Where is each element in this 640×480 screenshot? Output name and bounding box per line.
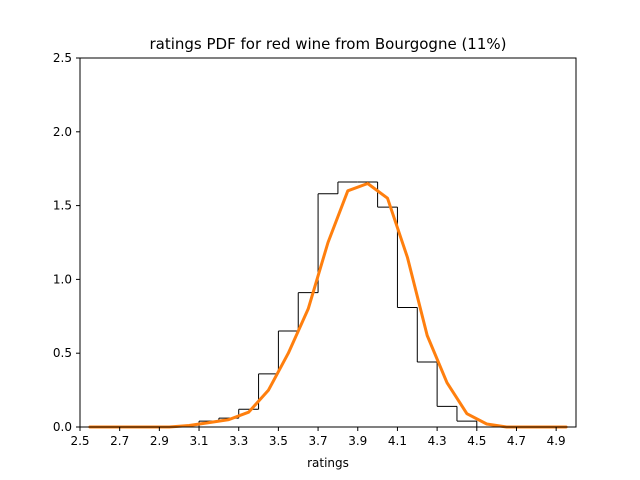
plot-frame (79, 57, 577, 428)
chart-title: ratings PDF for red wine from Bourgogne … (149, 35, 506, 53)
y-tick-label: 1.5 (53, 199, 72, 213)
plot-area (88, 181, 568, 429)
x-tick-label: 3.1 (189, 434, 208, 448)
y-tick-label: 1.0 (53, 272, 72, 286)
x-tick-label: 2.9 (150, 434, 169, 448)
x-tick-label: 2.5 (70, 434, 89, 448)
x-axis-label: ratings (307, 456, 349, 470)
x-tick-label: 3.9 (348, 434, 367, 448)
x-tick-label: 2.7 (110, 434, 129, 448)
y-axis: 0.0 0.5 1.0 1.5 2.0 2.5 (53, 51, 80, 434)
density-line (88, 182, 568, 429)
x-axis: 2.5 2.7 2.9 3.1 3.3 3.5 3.7 3.9 4.1 4.3 4.5 4.7 4.9 (70, 427, 566, 448)
y-tick-label: 0.0 (53, 420, 72, 434)
x-tick-label: 4.1 (388, 434, 407, 448)
x-tick-label: 3.5 (269, 434, 288, 448)
x-tick-label: 3.3 (229, 434, 248, 448)
y-tick-label: 2.0 (53, 125, 72, 139)
y-tick-label: 0.5 (53, 346, 72, 360)
x-tick-label: 4.7 (507, 434, 526, 448)
y-tick-label: 2.5 (53, 51, 72, 65)
x-tick-label: 4.5 (467, 434, 486, 448)
x-tick-label: 3.7 (309, 434, 328, 448)
x-tick-label: 4.3 (428, 434, 447, 448)
x-tick-label: 4.9 (547, 434, 566, 448)
